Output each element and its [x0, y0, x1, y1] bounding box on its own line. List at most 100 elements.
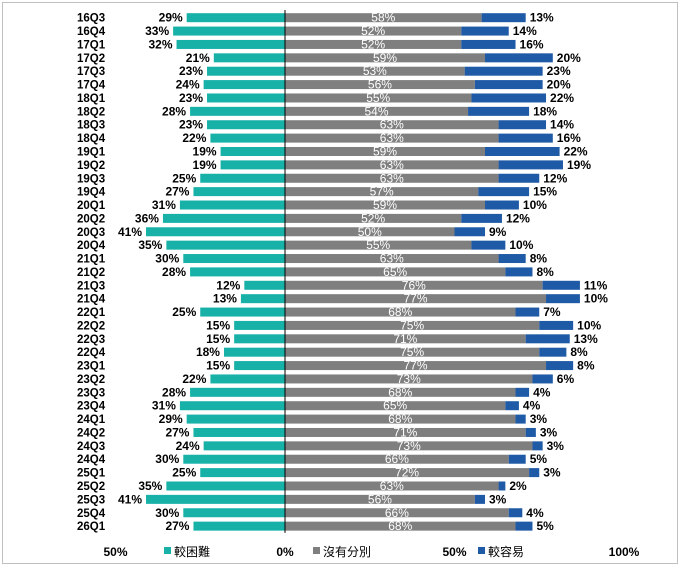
bar-difficult — [190, 106, 285, 116]
bar-difficult — [223, 347, 285, 357]
label-no-difference: 56% — [368, 492, 392, 506]
bar-no-difference — [285, 160, 499, 170]
bar-difficult — [186, 13, 285, 23]
label-no-difference: 63% — [380, 479, 404, 493]
bar-easier — [498, 254, 526, 264]
bar-easier — [468, 106, 530, 116]
bar-no-difference — [285, 213, 462, 223]
category-label: 18Q4 — [77, 133, 106, 145]
label-easier: 5% — [536, 519, 554, 533]
label-no-difference: 56% — [368, 78, 392, 92]
legend-swatch — [164, 547, 171, 554]
category-label: 19Q1 — [77, 146, 106, 158]
category-label: 24Q2 — [77, 427, 105, 439]
bar-no-difference — [285, 280, 543, 290]
label-difficult: 19% — [193, 158, 217, 172]
label-easier: 20% — [547, 78, 571, 92]
bar-difficult — [193, 427, 285, 437]
bar-no-difference — [285, 481, 499, 491]
label-no-difference: 65% — [383, 399, 407, 413]
category-label: 21Q2 — [77, 267, 105, 279]
label-difficult: 13% — [213, 292, 237, 306]
label-difficult: 24% — [176, 439, 200, 453]
label-difficult: 35% — [138, 238, 162, 252]
label-no-difference: 63% — [380, 118, 404, 132]
label-difficult: 27% — [165, 519, 189, 533]
label-difficult: 25% — [172, 466, 196, 480]
bar-difficult — [179, 200, 285, 210]
label-easier: 10% — [523, 198, 547, 212]
legend-label: 較困難 — [174, 544, 210, 559]
label-easier: 13% — [574, 332, 598, 346]
category-label: 25Q1 — [77, 468, 106, 480]
label-difficult: 22% — [182, 372, 206, 386]
label-easier: 8% — [536, 265, 554, 279]
label-no-difference: 54% — [365, 104, 389, 118]
bar-no-difference — [285, 427, 526, 437]
category-label: 25Q2 — [77, 481, 105, 493]
bar-difficult — [203, 80, 285, 90]
label-difficult: 27% — [165, 425, 189, 439]
bar-no-difference — [285, 361, 547, 371]
bar-easier — [532, 441, 543, 451]
bar-no-difference — [285, 401, 506, 411]
label-difficult: 36% — [135, 211, 159, 225]
label-no-difference: 68% — [388, 519, 412, 533]
bar-easier — [515, 387, 530, 397]
label-no-difference: 58% — [371, 11, 395, 25]
label-easier: 6% — [557, 372, 575, 386]
category-label: 24Q4 — [77, 454, 106, 466]
category-label: 21Q1 — [77, 254, 106, 266]
label-no-difference: 66% — [385, 506, 409, 520]
bar-difficult — [200, 173, 285, 183]
label-difficult: 28% — [162, 104, 186, 118]
label-difficult: 12% — [216, 278, 240, 292]
bar-difficult — [210, 374, 285, 384]
category-label: 20Q3 — [77, 227, 105, 239]
label-difficult: 28% — [162, 385, 186, 399]
category-label: 23Q1 — [77, 361, 106, 373]
label-no-difference: 68% — [388, 412, 412, 426]
label-easier: 5% — [530, 452, 548, 466]
category-label: 19Q2 — [77, 160, 105, 172]
bar-difficult — [193, 521, 285, 531]
bar-no-difference — [285, 146, 486, 156]
label-easier: 4% — [533, 385, 551, 399]
bar-easier — [481, 13, 526, 23]
bar-no-difference — [285, 414, 516, 424]
label-difficult: 23% — [179, 91, 203, 105]
bar-no-difference — [285, 494, 475, 504]
label-difficult: 23% — [179, 118, 203, 132]
bar-easier — [508, 454, 526, 464]
label-easier: 16% — [520, 37, 544, 51]
bar-easier — [539, 320, 574, 330]
bar-easier — [485, 146, 560, 156]
bar-no-difference — [285, 227, 455, 237]
bar-easier — [542, 280, 580, 290]
label-no-difference: 63% — [380, 171, 404, 185]
bar-no-difference — [285, 13, 482, 23]
bar-difficult — [179, 401, 285, 411]
label-no-difference: 75% — [400, 318, 424, 332]
bar-easier — [505, 267, 533, 277]
bar-easier — [525, 334, 570, 344]
bar-no-difference — [285, 294, 547, 304]
bar-no-difference — [285, 441, 533, 451]
label-no-difference: 63% — [380, 158, 404, 172]
bar-no-difference — [285, 320, 540, 330]
category-label: 20Q2 — [77, 213, 105, 225]
bar-no-difference — [285, 133, 499, 143]
bar-easier — [498, 173, 540, 183]
label-difficult: 25% — [172, 171, 196, 185]
bar-difficult — [190, 387, 285, 397]
label-difficult: 24% — [176, 78, 200, 92]
label-no-difference: 52% — [361, 211, 385, 225]
label-easier: 8% — [577, 359, 595, 373]
label-easier: 3% — [540, 425, 558, 439]
bar-no-difference — [285, 39, 462, 49]
label-easier: 13% — [530, 11, 554, 25]
legend-label: 較容易 — [488, 544, 524, 559]
x-tick-label: 50% — [442, 545, 466, 559]
bar-difficult — [176, 39, 285, 49]
label-no-difference: 52% — [361, 24, 385, 38]
